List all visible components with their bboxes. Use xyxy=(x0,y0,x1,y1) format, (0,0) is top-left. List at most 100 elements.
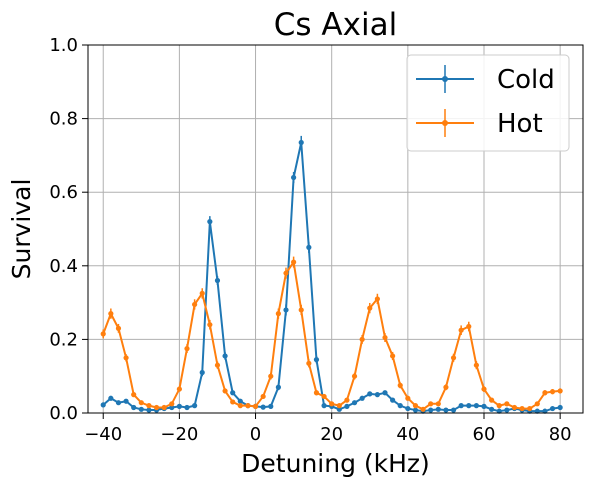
data-point xyxy=(222,353,228,359)
data-point xyxy=(260,393,266,400)
data-point xyxy=(367,391,373,397)
data-point xyxy=(450,407,457,413)
chart-title: Cs Axial xyxy=(274,7,397,43)
data-point xyxy=(184,404,190,411)
data-point xyxy=(100,402,106,408)
data-point xyxy=(359,336,365,342)
data-point xyxy=(496,408,502,414)
legend-label: Hot xyxy=(497,109,543,139)
data-point xyxy=(138,400,144,406)
data-point xyxy=(344,403,350,409)
legend-label: Cold xyxy=(497,65,555,95)
legend-marker xyxy=(442,120,448,126)
data-point xyxy=(146,403,152,409)
data-point xyxy=(131,404,137,411)
data-point xyxy=(184,346,190,352)
data-point xyxy=(481,386,487,392)
data-point xyxy=(481,403,487,409)
data-point xyxy=(313,390,320,396)
x-tick-label: 20 xyxy=(320,424,343,445)
data-point xyxy=(542,408,548,414)
data-point xyxy=(169,404,175,411)
y-tick-label: 0.4 xyxy=(49,256,78,277)
data-point xyxy=(390,397,396,403)
data-point xyxy=(207,322,213,328)
data-point xyxy=(291,174,297,181)
data-point xyxy=(313,357,320,363)
y-tick-label: 0.8 xyxy=(49,109,78,130)
data-point xyxy=(161,404,167,411)
legend: Cold Hot xyxy=(406,54,570,152)
data-point xyxy=(108,395,114,401)
data-point xyxy=(534,401,540,407)
data-point xyxy=(435,406,441,412)
data-point xyxy=(329,401,335,407)
data-point xyxy=(549,405,556,412)
data-point xyxy=(489,397,495,403)
data-point xyxy=(146,407,152,413)
data-point xyxy=(504,407,510,413)
series-hot xyxy=(100,256,563,412)
data-point xyxy=(176,403,182,409)
data-point xyxy=(420,406,426,412)
data-point xyxy=(252,403,259,409)
data-point xyxy=(275,384,281,390)
data-point xyxy=(489,406,495,412)
data-point xyxy=(115,325,122,331)
data-point xyxy=(557,404,563,411)
data-point xyxy=(435,401,441,407)
data-point xyxy=(549,389,556,395)
data-point xyxy=(473,362,479,368)
data-point xyxy=(298,307,304,313)
data-point xyxy=(511,404,518,411)
data-point xyxy=(199,290,205,296)
x-axis-title: Detuning (kHz) xyxy=(241,449,430,478)
y-tick-label: 0.0 xyxy=(49,403,78,424)
data-point xyxy=(268,373,274,379)
data-point xyxy=(443,384,449,390)
data-point xyxy=(374,392,380,398)
data-point xyxy=(169,401,175,407)
data-point xyxy=(214,362,221,368)
data-point xyxy=(131,392,137,398)
y-tick-label: 0.2 xyxy=(49,329,78,350)
data-point xyxy=(519,405,525,412)
data-point xyxy=(291,259,297,265)
data-point xyxy=(382,334,388,341)
data-point xyxy=(374,296,380,302)
data-point xyxy=(458,327,464,333)
data-point xyxy=(138,406,144,412)
data-point xyxy=(321,393,327,400)
data-point xyxy=(390,353,396,359)
data-point xyxy=(450,355,457,361)
y-axis-title: Survival xyxy=(7,179,36,280)
data-point xyxy=(306,360,312,366)
data-point xyxy=(351,373,358,379)
data-point xyxy=(466,323,472,330)
data-point xyxy=(100,331,106,337)
data-point xyxy=(344,397,350,403)
data-point xyxy=(443,407,449,413)
data-point xyxy=(367,305,373,311)
data-point xyxy=(260,404,266,410)
data-point xyxy=(108,311,114,317)
data-point xyxy=(214,277,221,284)
data-point xyxy=(557,388,563,394)
legend-item-hot: Hot xyxy=(416,109,543,139)
data-point xyxy=(428,401,434,407)
x-tick-label: 80 xyxy=(549,424,572,445)
data-point xyxy=(192,301,198,308)
x-tick-label: 0 xyxy=(250,424,261,445)
x-tick-label: −40 xyxy=(84,424,122,445)
data-point xyxy=(192,403,198,409)
y-tick-label: 0.6 xyxy=(49,182,78,203)
data-point xyxy=(428,407,434,413)
data-point xyxy=(405,395,411,401)
legend-marker xyxy=(442,76,448,82)
data-point xyxy=(534,408,540,414)
series-layer xyxy=(100,135,563,414)
axis-ticks: −40 −20 0 20 40 60 80 0.0 0.2 0.4 0.6 0.8 1.0 xyxy=(49,35,571,445)
data-point xyxy=(336,406,342,412)
data-point xyxy=(382,390,388,396)
